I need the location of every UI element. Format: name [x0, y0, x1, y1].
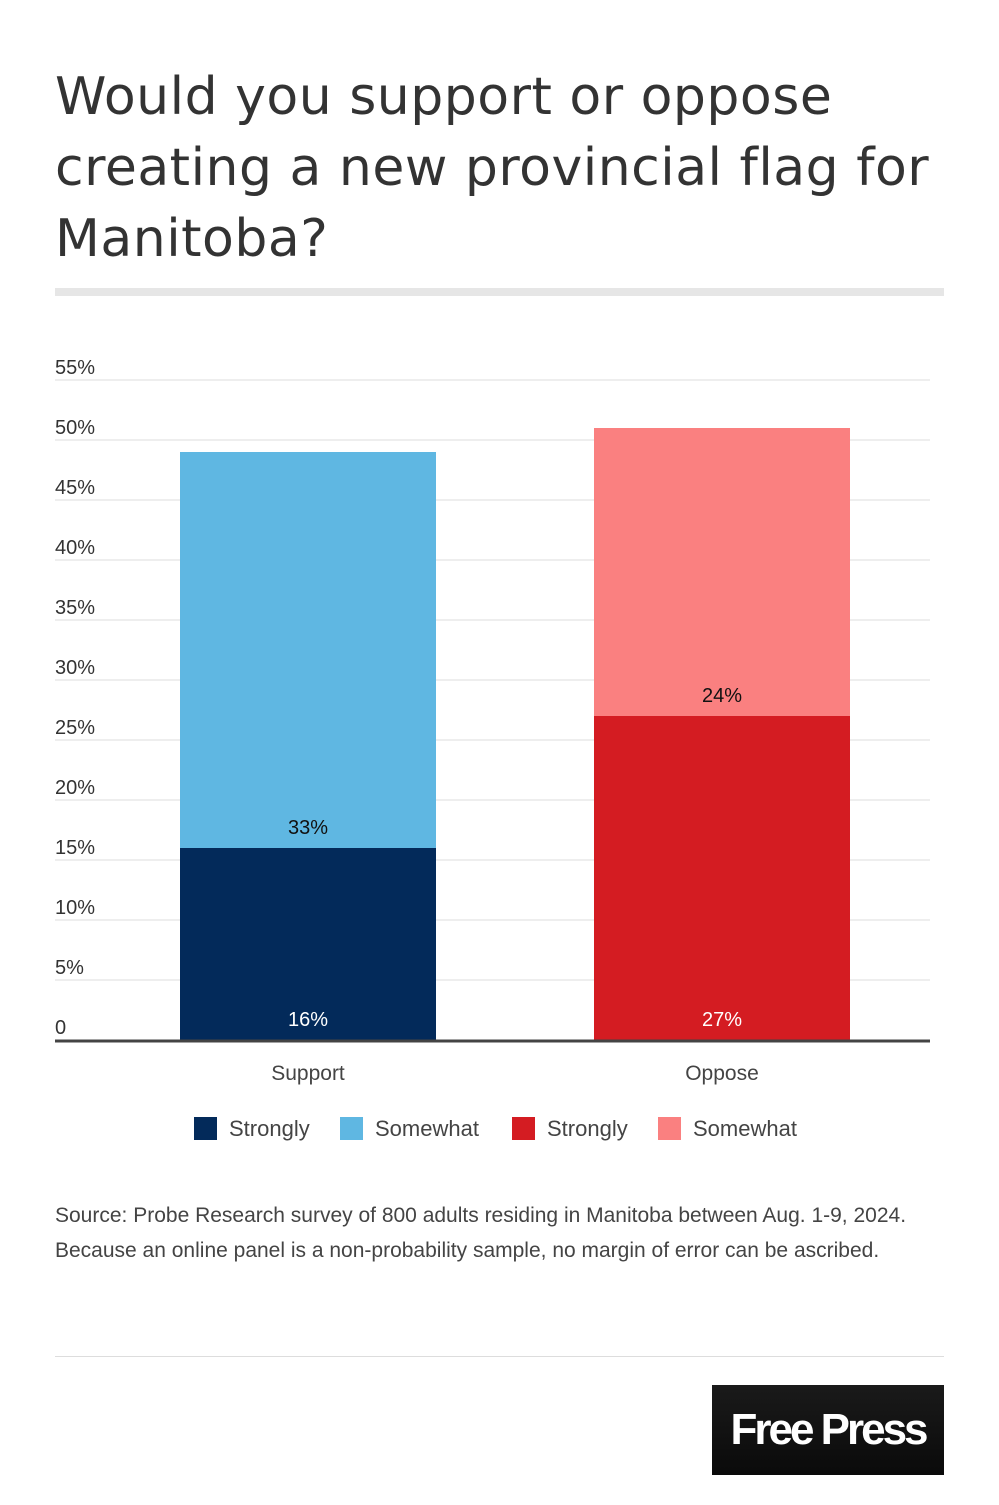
y-tick-label: 40%: [55, 537, 95, 559]
y-tick-label: 35%: [55, 597, 95, 619]
y-tick-label: 30%: [55, 657, 95, 679]
y-tick-label: 45%: [55, 477, 95, 499]
y-tick-label: 25%: [55, 717, 95, 739]
data-label: 27%: [702, 1009, 742, 1031]
chart-title: Would you support or oppose creating a n…: [55, 67, 930, 269]
y-tick-label: 50%: [55, 417, 95, 439]
x-tick-label: Support: [271, 1062, 345, 1085]
data-label: 16%: [288, 1009, 328, 1031]
legend-swatch: [658, 1117, 681, 1140]
legend-label: Somewhat: [693, 1116, 797, 1141]
legend-label: Strongly: [229, 1116, 310, 1141]
legend-swatch: [340, 1117, 363, 1140]
x-tick-label: Oppose: [685, 1062, 759, 1085]
footer-divider: [55, 1356, 944, 1357]
y-tick-label: 55%: [55, 357, 95, 379]
source-note: Source: Probe Research survey of 800 adu…: [55, 1204, 907, 1262]
free-press-logo: Free Press: [712, 1385, 944, 1475]
y-tick-label: 20%: [55, 777, 95, 799]
legend-label: Somewhat: [375, 1116, 479, 1141]
y-tick-label: 10%: [55, 897, 95, 919]
legend-label: Strongly: [547, 1116, 628, 1141]
y-tick-label: 15%: [55, 837, 95, 859]
y-tick-label: 5%: [55, 957, 84, 979]
bar-segment: [180, 848, 436, 1040]
bar-segment: [594, 428, 850, 716]
legend-swatch: [194, 1117, 217, 1140]
legend-swatch: [512, 1117, 535, 1140]
y-tick-label: 0: [55, 1017, 66, 1039]
data-label: 33%: [288, 817, 328, 839]
bar-segment: [594, 716, 850, 1040]
title-divider: [55, 288, 944, 296]
bar-segment: [180, 452, 436, 848]
data-label: 24%: [702, 685, 742, 707]
stacked-bar-chart: 0 5% 10% 15% 20% 25% 30% 35% 40% 45% 50% 55% 16% 33% S…: [55, 357, 930, 1141]
